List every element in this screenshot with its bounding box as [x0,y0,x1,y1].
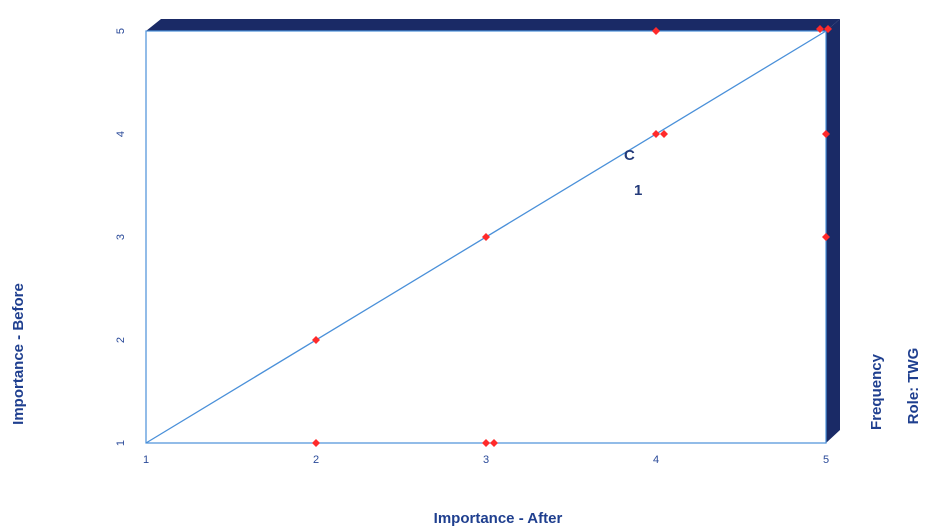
y-tick-label: 4 [115,131,127,137]
data-point [312,439,320,447]
annotation-1: 1 [634,182,642,199]
right-label-role: Role: TWG [905,348,922,425]
frame-right-wall [826,19,840,443]
data-point [816,25,824,33]
x-tick-label: 1 [143,454,149,466]
x-tick-label: 3 [483,454,489,466]
data-points [312,25,832,447]
y-tick-label: 5 [115,28,127,34]
data-point [490,439,498,447]
data-point [822,130,830,138]
annotation-c: C [624,147,635,164]
data-point [482,233,490,241]
data-point [652,130,660,138]
x-axis-ticks: 1 2 3 4 5 [143,454,829,466]
data-point [824,25,832,33]
data-point [822,233,830,241]
y-tick-label: 3 [115,234,127,240]
y-axis-ticks: 1 2 3 4 5 [115,28,127,446]
right-label-frequency: Frequency [868,353,885,430]
data-point [660,130,668,138]
data-point [312,336,320,344]
frame-top-wall [146,19,840,31]
y-tick-label: 2 [115,337,127,343]
x-tick-label: 4 [653,454,659,466]
x-tick-label: 2 [313,454,319,466]
data-point [482,439,490,447]
x-tick-label: 5 [823,454,829,466]
y-axis-title: Importance - Before [10,283,27,425]
y-tick-label: 1 [115,440,127,446]
data-point [652,27,660,35]
x-axis-title: Importance - After [434,510,563,527]
